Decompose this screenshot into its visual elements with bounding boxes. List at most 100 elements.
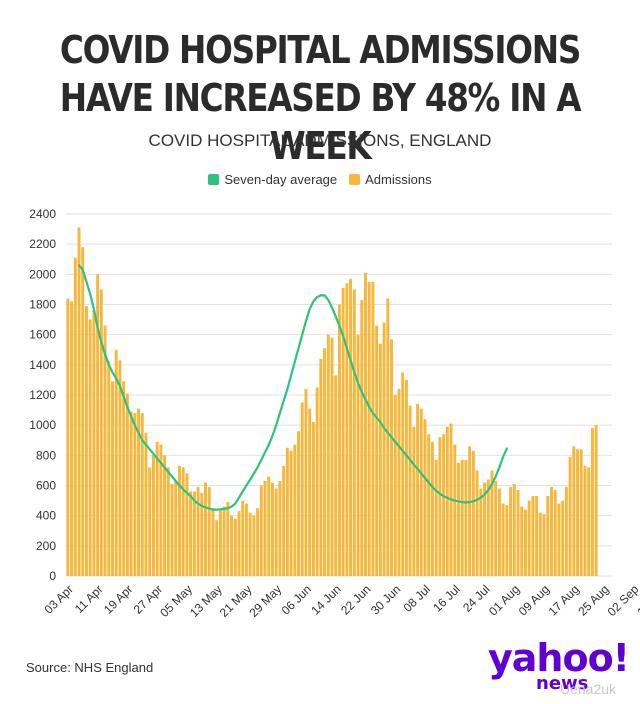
yahoo-news-logo: news (536, 673, 589, 694)
bar (178, 465, 181, 576)
bar (564, 487, 568, 576)
bar (364, 272, 367, 576)
bar (252, 515, 256, 576)
bar (464, 459, 468, 576)
bar (546, 496, 550, 576)
bar (73, 257, 77, 576)
y-tick-label: 1800 (29, 298, 56, 312)
bar (241, 500, 245, 576)
bar (125, 393, 129, 576)
x-tick-label: 09 Aug (516, 582, 552, 618)
bar (326, 334, 330, 576)
bar (553, 490, 557, 576)
bar (88, 319, 92, 576)
bar (308, 408, 312, 576)
bar (457, 462, 460, 576)
x-tick-label: 08 Jul (401, 582, 434, 615)
bar (181, 467, 185, 576)
bar (423, 419, 427, 576)
bar (259, 485, 263, 576)
admissions-chart: 0 200 400 600 800 1000 1200 1400 1600 1800 2000 220… (29, 207, 640, 620)
legend-label-admissions: Admissions (365, 172, 432, 187)
bar (211, 508, 215, 576)
bar (430, 441, 434, 576)
y-tick-label: 800 (36, 448, 56, 462)
bar (155, 441, 159, 576)
x-tick-label: 29 May (247, 582, 285, 620)
bar (505, 505, 509, 576)
x-tick-label: 03 Apr (41, 582, 75, 616)
source-note: Source: NHS England (26, 660, 154, 675)
bar (278, 480, 282, 576)
bar (315, 387, 319, 576)
bar (222, 506, 226, 576)
y-tick-label: 200 (36, 539, 56, 553)
bar (70, 301, 74, 576)
bar (330, 337, 334, 576)
y-tick-label: 400 (36, 509, 56, 523)
bar (226, 502, 230, 576)
bar (248, 512, 252, 576)
bar (189, 491, 193, 576)
x-tick-label: 14 Jun (308, 582, 343, 617)
bar (144, 432, 148, 576)
legend-item-admissions: Admissions (349, 172, 432, 187)
bar (594, 425, 598, 576)
bar (170, 483, 174, 576)
x-tick-label: 21 May (217, 582, 255, 620)
bar (401, 372, 405, 576)
legend-item-average: Seven-day average (208, 172, 337, 187)
bar (579, 449, 583, 576)
chart-title: COVID HOSPITAL ADMISSIONS HAVE INCREASED… (59, 28, 582, 168)
bar (122, 381, 126, 576)
bar (118, 360, 122, 576)
legend-swatch-average (208, 174, 220, 185)
bar (427, 434, 431, 576)
bar (404, 379, 408, 576)
bar (516, 490, 520, 576)
y-tick-label: 1200 (29, 388, 56, 402)
bar (527, 500, 531, 576)
bar (360, 299, 364, 576)
x-tick-label: 06 Jun (279, 582, 314, 617)
bar (304, 388, 308, 576)
bar (382, 322, 386, 576)
bar (494, 480, 498, 576)
bar (85, 306, 88, 576)
bar (490, 470, 494, 576)
x-tick-label: 01 Aug (486, 582, 522, 618)
bar (151, 455, 155, 576)
bar (92, 310, 96, 576)
bar (159, 444, 163, 576)
bar (486, 479, 490, 576)
x-tick-label: 02 Sep (605, 582, 640, 619)
bar (293, 444, 297, 576)
chart-subtitle: COVID HOSPITAL ADMISSIONS, ENGLAND (148, 131, 492, 150)
bar (230, 515, 234, 576)
x-tick-label: 11 Apr (72, 582, 106, 616)
bar (237, 511, 241, 576)
bar (453, 444, 457, 576)
bar (300, 402, 304, 576)
bar (568, 456, 572, 576)
x-tick-label: 05 May (157, 582, 195, 620)
bar (416, 404, 420, 576)
bar (520, 506, 524, 576)
bar (337, 304, 341, 576)
x-tick-label: 25 Aug (575, 582, 611, 618)
bar (334, 375, 338, 576)
bar (419, 408, 423, 576)
bar (196, 487, 200, 576)
bar (386, 298, 390, 576)
yahoo-logo: yahoo! (488, 636, 630, 680)
bar (133, 413, 137, 576)
bar (297, 431, 300, 576)
y-tick-label: 1000 (29, 418, 56, 432)
bar (81, 247, 85, 576)
bar (148, 467, 152, 576)
legend-swatch-admissions (349, 174, 361, 185)
bar (282, 465, 286, 576)
bar (111, 381, 114, 576)
bar (442, 434, 446, 576)
bar (367, 281, 371, 576)
